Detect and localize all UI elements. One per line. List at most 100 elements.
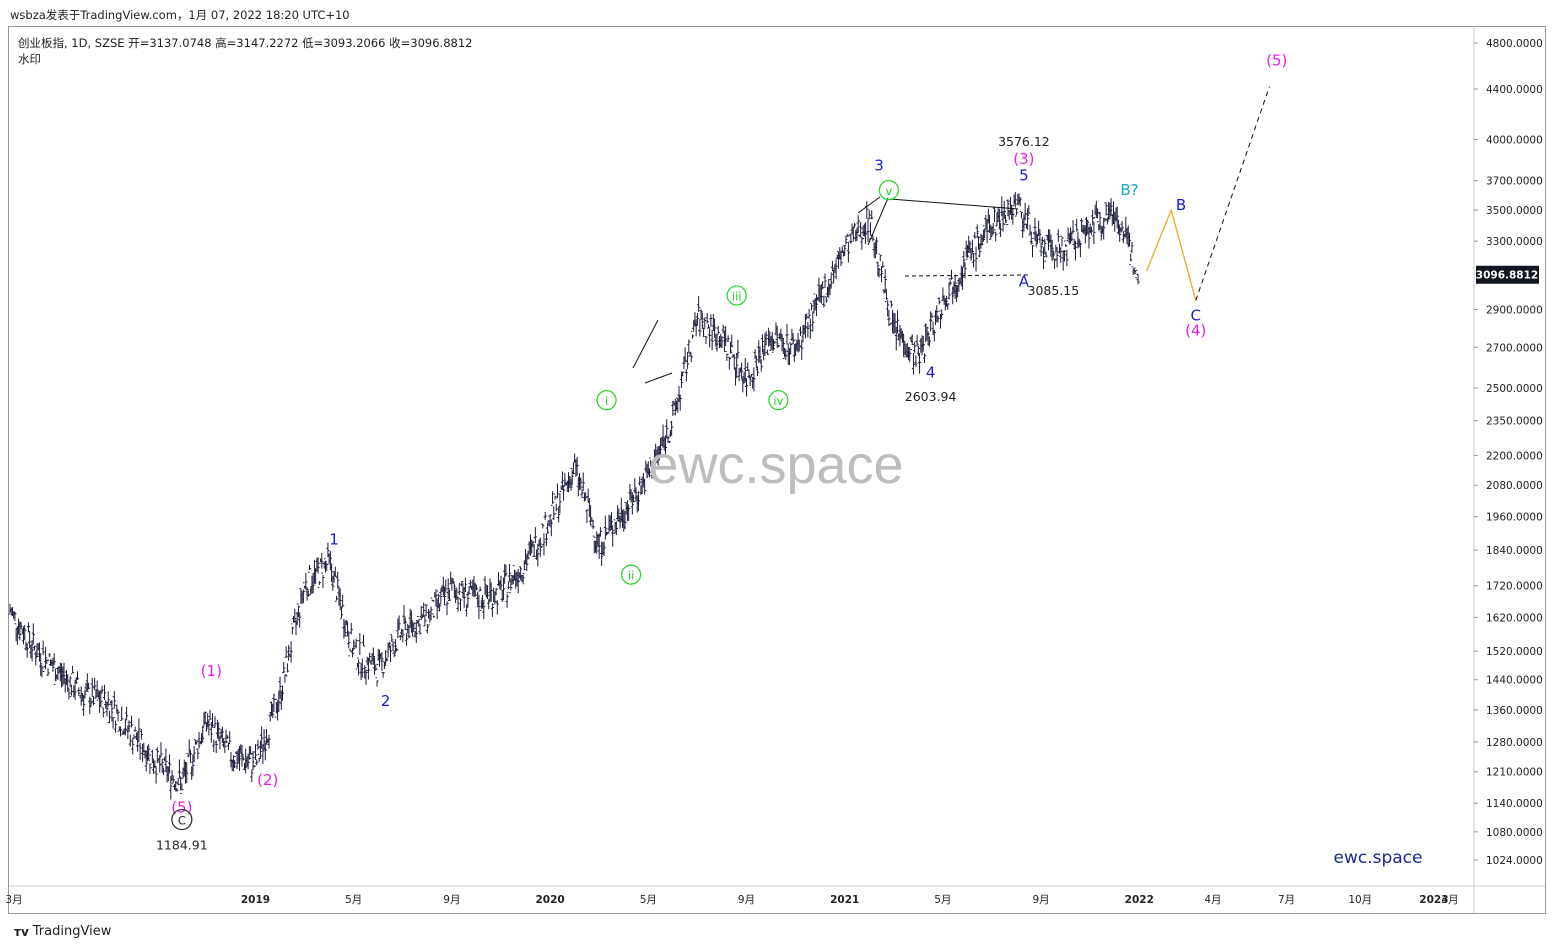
ohlc-bar (68, 676, 72, 688)
wave-label: v (878, 180, 899, 201)
ohlc-bar (263, 742, 267, 761)
footer: ᴛᴠ TradingView (14, 924, 111, 939)
wave-label-circle (621, 564, 642, 585)
ohlc-bar (1103, 218, 1107, 222)
ohlc-bar (730, 334, 734, 352)
y-tick-label: 1210.0000 (1486, 767, 1543, 779)
ohlc-bar (584, 492, 588, 500)
ohlc-bar (581, 472, 585, 491)
wave-label: 1184.91 (156, 837, 208, 852)
ohlc-bar (248, 746, 253, 755)
diagonal-line (644, 372, 673, 384)
ohlc-bar (285, 663, 290, 677)
ohlc-bar (623, 510, 627, 530)
ohlc-bar (823, 273, 827, 289)
wedge-line (867, 197, 889, 246)
ohlc-bar (667, 436, 671, 444)
ohlc-bar (341, 594, 345, 609)
ohlc-bar (597, 533, 601, 559)
ohlc-bar (113, 720, 118, 733)
ohlc-bar (930, 312, 934, 321)
x-tick-label: 4月 (1204, 894, 1221, 906)
ohlc-bar (539, 545, 544, 551)
ohlc-bar (494, 588, 498, 596)
ohlc-bar (361, 634, 366, 647)
ohlc-bar (1044, 251, 1048, 262)
ohlc-bar (579, 477, 583, 490)
ohlc-bar (311, 573, 315, 594)
y-tick-label: 1024.0000 (1486, 855, 1543, 867)
ohlc-bar (1129, 253, 1133, 266)
ohlc-bar (671, 400, 675, 416)
ohlc-bar (167, 754, 172, 774)
ohlc-bar (446, 578, 450, 600)
ohlc-bar (737, 368, 741, 382)
ohlc-bar (746, 362, 750, 371)
triangle-upper-line (889, 198, 1019, 210)
ohlc-bar (883, 268, 887, 293)
ohlc-bar (1104, 202, 1108, 216)
ohlc-bar (1039, 242, 1043, 257)
ohlc-bar (978, 243, 982, 258)
ohlc-bar (316, 557, 320, 574)
ohlc-bar (531, 541, 535, 548)
ohlc-bar (194, 739, 199, 745)
ohlc-bar (463, 577, 468, 592)
dashed-projection-path (1195, 86, 1270, 301)
ohlc-bar (499, 575, 503, 591)
price-tag[interactable]: 3096.8812 (1476, 265, 1539, 284)
ohlc-bar (224, 729, 228, 743)
ohlc-bar (915, 335, 919, 347)
ohlc-bar (371, 647, 375, 665)
ohlc-bar (806, 321, 810, 338)
ohlc-bar (1092, 221, 1096, 244)
ohlc-bar (52, 653, 56, 666)
ohlc-bar (700, 312, 704, 330)
ohlc-bar (814, 294, 819, 317)
ohlc-bar (1071, 220, 1075, 234)
ohlc-bar (380, 652, 384, 671)
ohlc-bar (77, 687, 81, 696)
wave-label: (5) (1266, 52, 1287, 70)
ohlc-bar (460, 581, 464, 587)
ohlc-bar (390, 634, 394, 642)
ohlc-bar (889, 300, 893, 308)
ohlc-bar (250, 769, 254, 783)
ohlc-bar (1040, 236, 1044, 245)
y-tick-label: 1140.0000 (1486, 798, 1543, 810)
corner-watermark: ewc.space (1334, 848, 1423, 868)
ohlc-bar (304, 572, 308, 590)
ohlc-bar (1011, 208, 1015, 225)
ohlc-bar (1086, 219, 1090, 235)
y-tick-label: 1080.0000 (1486, 827, 1543, 839)
x-tick-label: 3月 (5, 894, 22, 906)
ohlc-bar (727, 356, 731, 370)
wave-label-text: 5 (1019, 167, 1029, 185)
ohlc-bar (507, 564, 512, 583)
ohlc-bar (685, 351, 690, 369)
ohlc-bar (911, 352, 916, 375)
ohlc-bar (720, 336, 724, 348)
ohlc-bar (407, 625, 411, 639)
ohlc-bar (110, 699, 114, 722)
ohlc-bar (251, 751, 255, 771)
ohlc-bar (1014, 209, 1019, 217)
ohlc-bar (28, 630, 32, 648)
ohlc-bar (256, 739, 260, 750)
wave-label-circle (171, 808, 193, 831)
ohlc-bar (209, 722, 213, 743)
y-tick-label: 2900.0000 (1486, 304, 1543, 316)
ohlc-bar (305, 587, 309, 601)
ohlc-bar (217, 722, 221, 740)
ohlc-bar (188, 749, 193, 763)
footer-brand[interactable]: TradingView (32, 924, 112, 939)
ohlc-bar (170, 769, 174, 781)
ohlc-bar (592, 535, 596, 554)
ohlc-bar (261, 744, 265, 765)
ohlc-bar (41, 640, 45, 656)
ohlc-bar (46, 668, 50, 676)
wave-label-text: iv (773, 394, 783, 408)
y-tick-label: 1360.0000 (1486, 705, 1543, 717)
ohlc-bar (131, 738, 135, 755)
